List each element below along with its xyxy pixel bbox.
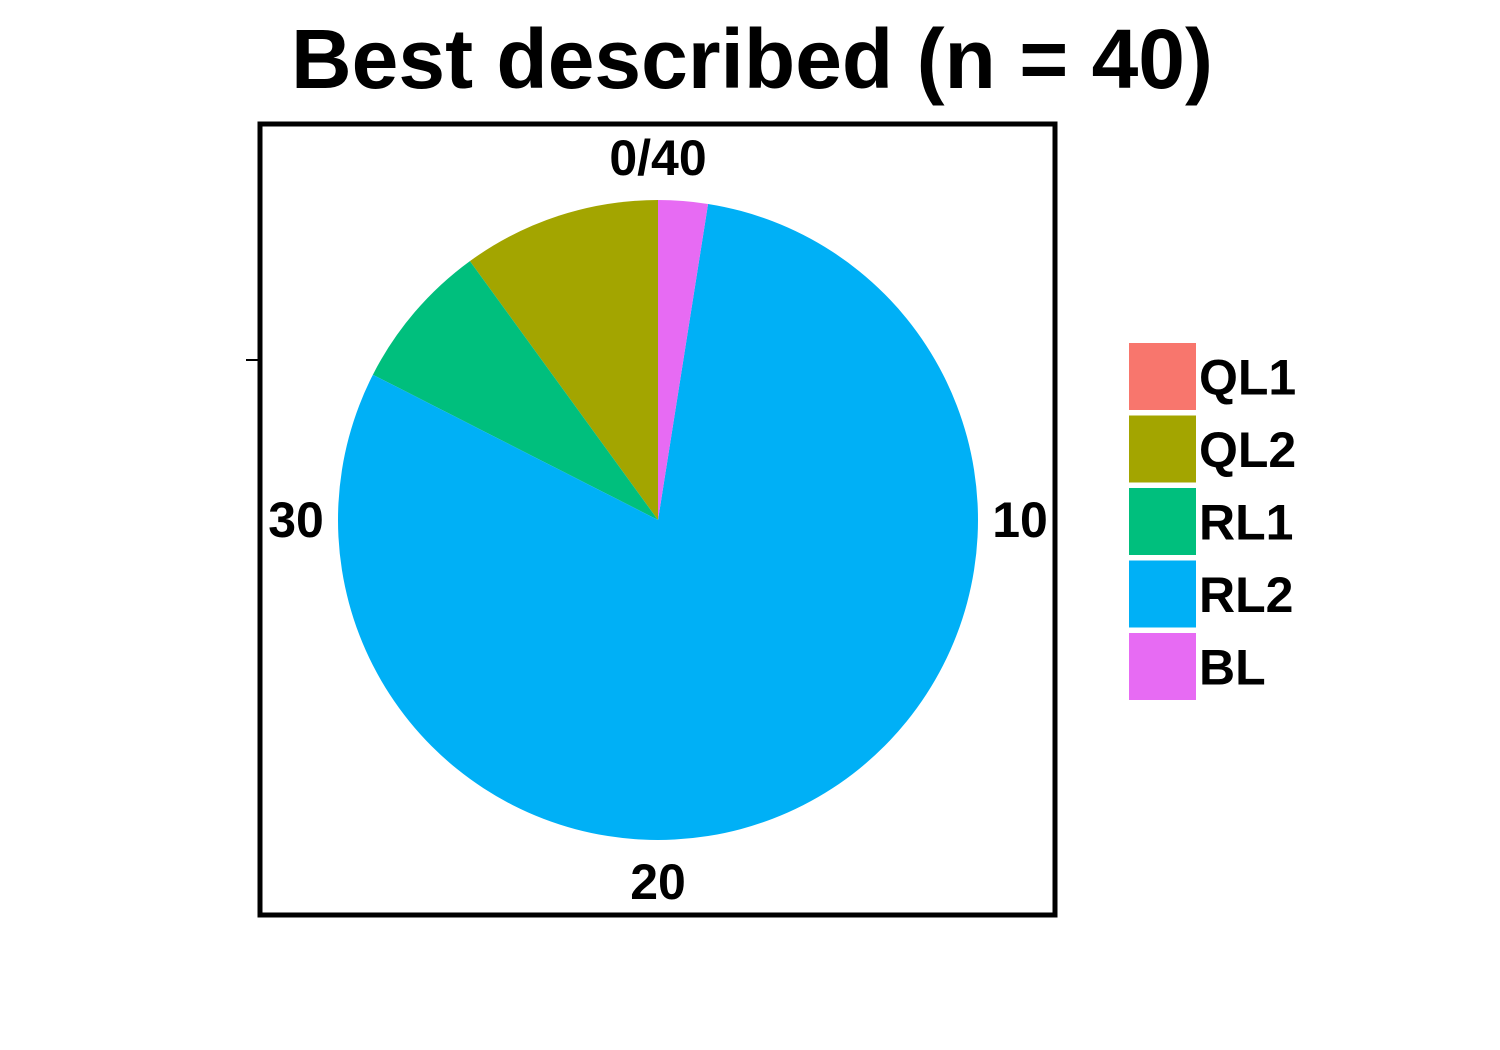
legend-key-rl2 [1129,560,1196,628]
legend-label-ql1: QL1 [1199,350,1296,406]
legend-key-ql2 [1129,415,1196,483]
pie-slice-rl2 [338,203,979,841]
pie-slices [338,200,979,841]
legend-label-ql2: QL2 [1199,422,1296,478]
legend-key-bl [1129,633,1196,700]
pie-slice-bl [658,200,709,520]
legend-label-rl1: RL1 [1199,495,1293,551]
legend-label-bl: BL [1199,640,1266,696]
tick-label-3: 30 [268,492,324,548]
legend-label-rl2: RL2 [1199,567,1293,623]
tick-label-0: 0/40 [609,130,706,186]
angle-tick-labels: 0/40 10 20 30 [268,130,1048,910]
pie-slice-rl1 [372,261,658,520]
legend: QL1 QL2 RL1 RL2 BL [1129,343,1296,700]
legend-key-ql1 [1129,343,1196,410]
legend-key-rl1 [1129,488,1196,555]
tick-label-1: 10 [992,492,1048,548]
pie-slice-ql2 [469,200,658,520]
chart-title: Best described (n = 40) [291,12,1213,106]
panel-border [257,121,1058,918]
tick-label-2: 20 [630,854,686,910]
